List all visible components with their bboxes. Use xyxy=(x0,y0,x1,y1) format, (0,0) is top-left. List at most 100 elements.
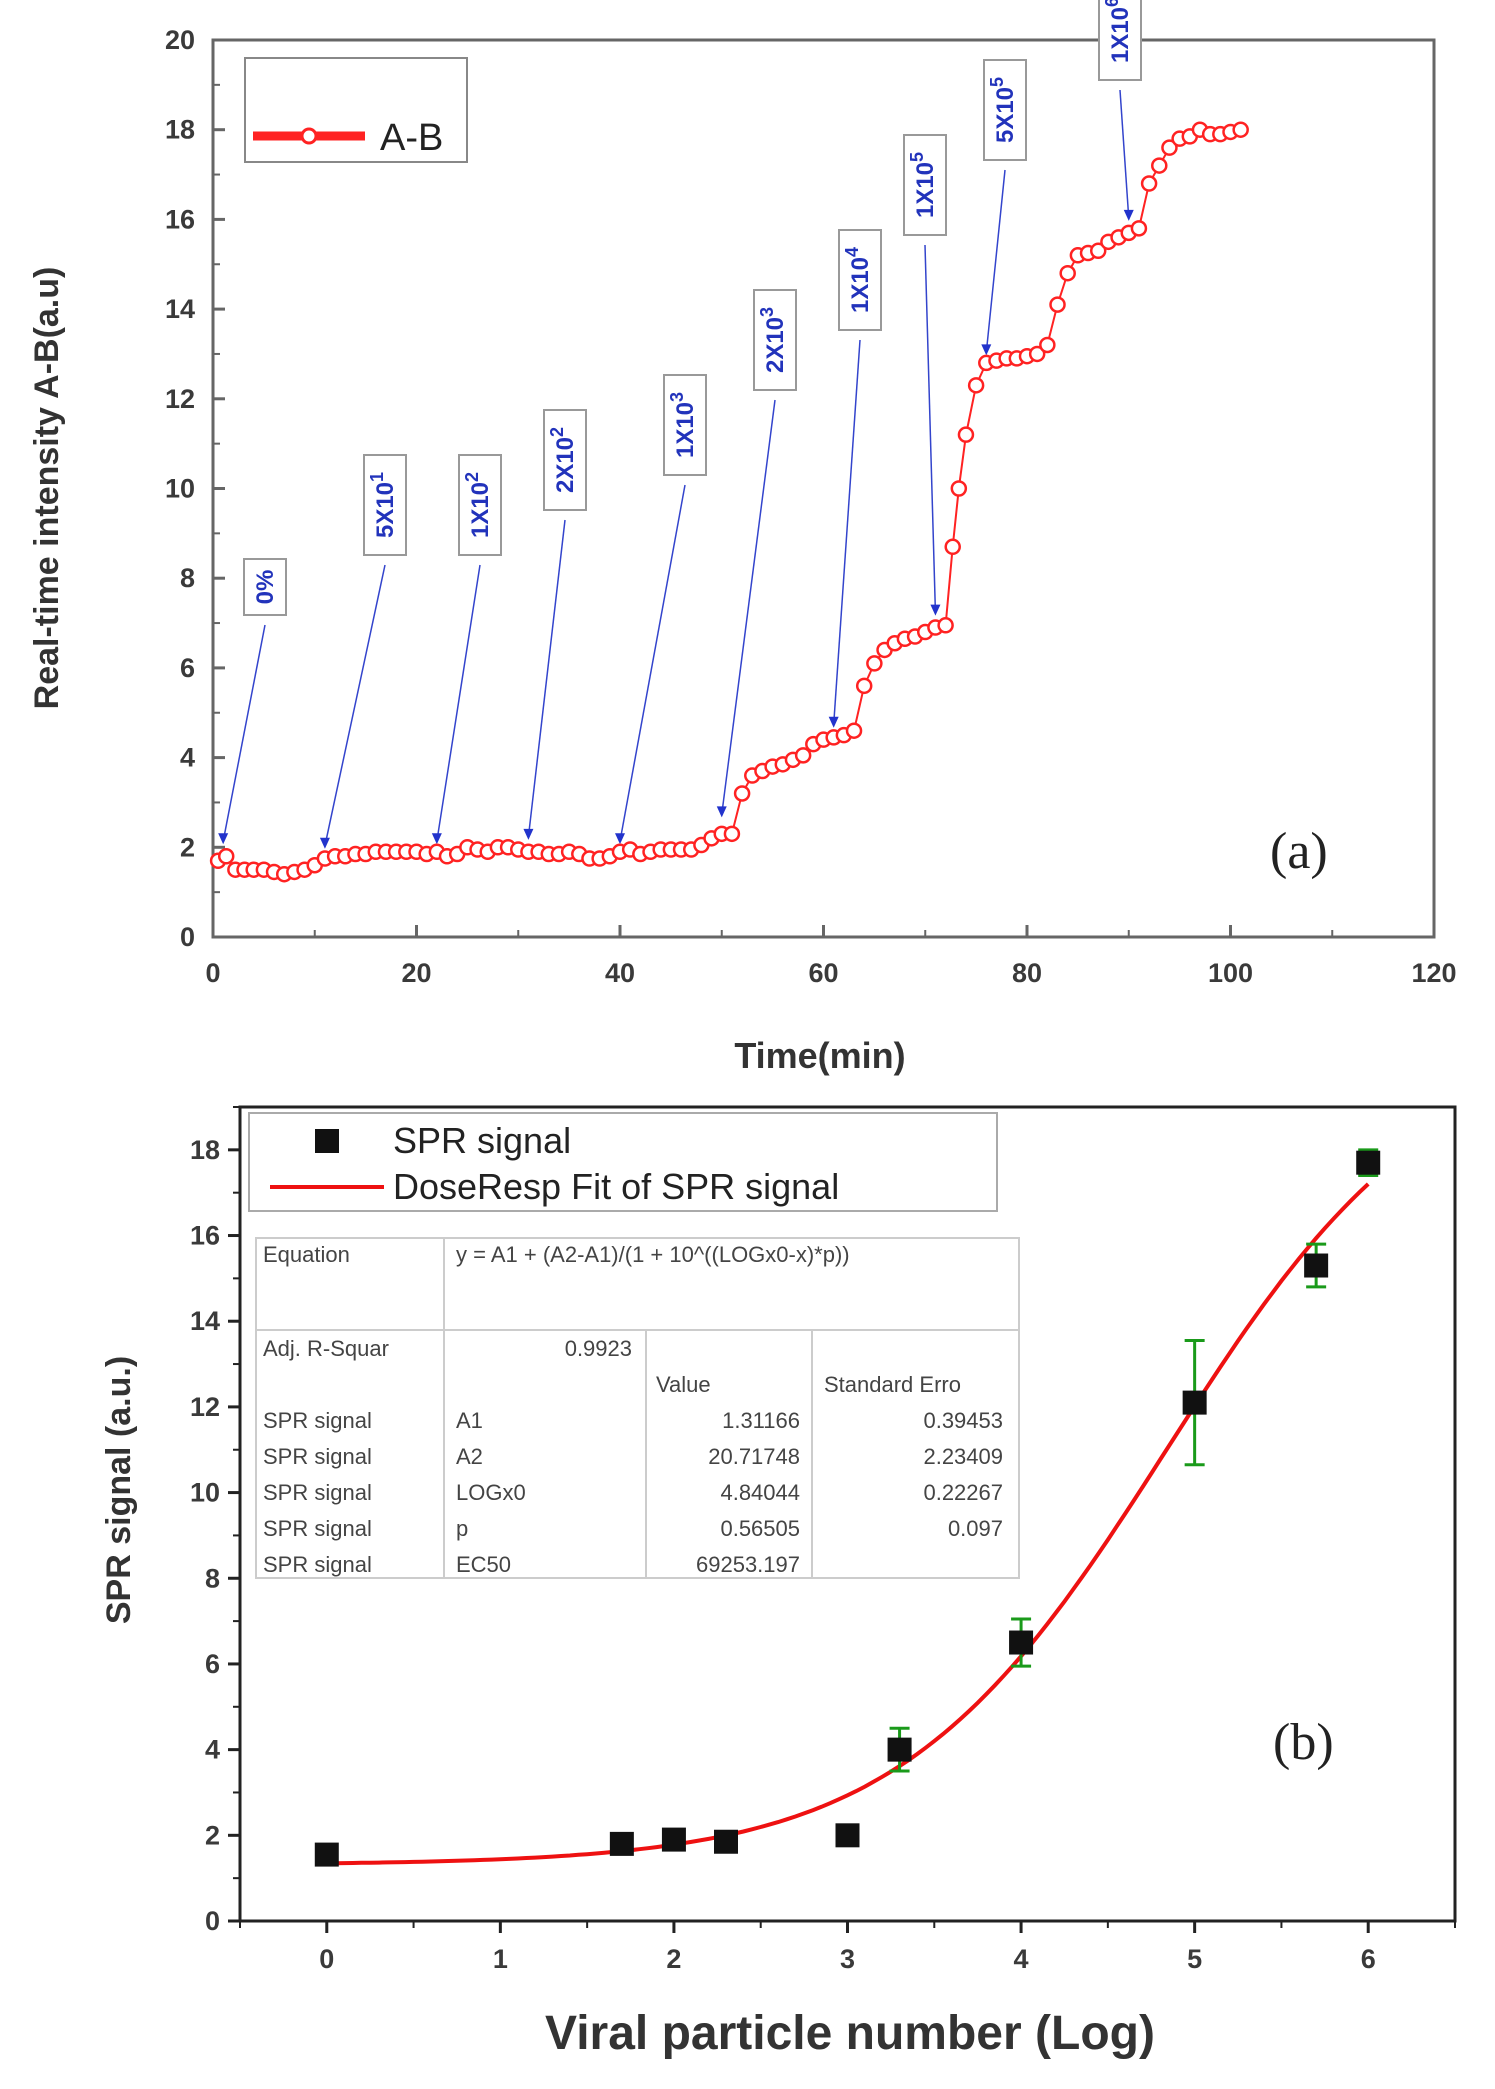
panel-b-x-axis-title: Viral particle number (Log) xyxy=(545,2007,1155,2060)
annotation-label: 5X101 xyxy=(367,472,399,538)
annotation-leader-line xyxy=(222,624,266,842)
data-point xyxy=(1161,139,1178,156)
data-point xyxy=(855,677,873,695)
annotation-label: 2X103 xyxy=(757,307,789,373)
fit-table-cell: 0.56505 xyxy=(720,1516,800,1541)
x-tick-label: 2 xyxy=(666,1944,681,1974)
y-tick-label: 14 xyxy=(165,294,195,324)
fit-table-rows: SPR signal A1 1.31166 0.39453 SPR signal A2 20… xyxy=(263,1408,1003,1577)
y-tick-label: 16 xyxy=(165,204,195,234)
annotation-leader-line xyxy=(1119,89,1130,218)
annotation-arrowhead xyxy=(218,833,229,845)
fit-table-box xyxy=(255,1237,1020,1579)
data-point xyxy=(967,377,985,394)
annotation-callout: 0% xyxy=(218,558,287,845)
data-point xyxy=(845,722,863,739)
data-point xyxy=(1059,264,1076,282)
annotation-box xyxy=(543,409,587,511)
y-tick-label: 8 xyxy=(180,563,195,593)
y-tick-label: 6 xyxy=(205,1649,220,1679)
panel-a-legend-label: A-B xyxy=(380,117,443,159)
y-tick-label: 0 xyxy=(180,922,195,952)
x-tick-label: 3 xyxy=(840,1944,855,1974)
annotation-callout: 1X104 xyxy=(828,229,882,728)
fit-table-cell: A2 xyxy=(456,1444,483,1469)
annotation-callout: 2X102 xyxy=(523,409,587,840)
y-tick-label: 18 xyxy=(190,1135,220,1165)
y-tick-label: 6 xyxy=(180,653,195,683)
annotation-arrowhead xyxy=(828,716,839,728)
annotation-callout: 5X105 xyxy=(981,59,1027,356)
y-tick-label: 12 xyxy=(190,1392,220,1422)
annotation-arrowhead xyxy=(431,833,442,845)
data-point xyxy=(944,538,961,556)
annotation-box xyxy=(243,558,287,616)
x-tick-label: 1 xyxy=(493,1944,508,1974)
data-point xyxy=(661,1827,686,1852)
data-point xyxy=(1049,296,1066,313)
panel-a-annotations: 0% 5X101 1X102 2X102 1X103 2X103 1X104 1X105 5X1… xyxy=(218,0,1142,849)
data-point xyxy=(794,747,812,764)
fit-table-value-header: Value xyxy=(656,1372,711,1397)
fit-table-equation: y = A1 + (A2-A1)/(1 + 10^((LOGx0-x)*p)) xyxy=(456,1242,850,1267)
data-point xyxy=(1151,157,1168,174)
data-point xyxy=(1130,220,1148,237)
fit-table-cell: SPR signal xyxy=(263,1552,372,1577)
annotation-leader-line xyxy=(832,339,861,725)
annotation-label: 1X103 xyxy=(667,392,699,458)
x-tick-label: 80 xyxy=(1012,958,1042,988)
data-point xyxy=(723,825,741,843)
fit-table-equation-label: Equation xyxy=(263,1242,350,1267)
annotation-label: 1X104 xyxy=(842,247,874,313)
annotation-leader-line xyxy=(985,169,1006,353)
annotation-box xyxy=(663,374,707,476)
data-point xyxy=(1182,1390,1207,1415)
annotation-leader-line xyxy=(619,484,686,842)
panel-a-ticks: 0 20 40 60 80 100 120 0 2 4 6 8 10 12 14 16 18 20 xyxy=(165,25,1457,988)
data-point xyxy=(1028,345,1046,363)
fit-table-cell: SPR signal xyxy=(263,1516,372,1541)
x-tick-label: 60 xyxy=(808,958,838,988)
data-point xyxy=(937,617,954,634)
data-point xyxy=(866,655,883,672)
annotation-label: 2X102 xyxy=(547,427,579,493)
annotation-leader-line xyxy=(436,564,481,842)
fit-table-cell: 0.097 xyxy=(948,1516,1003,1541)
annotation-label: 1X106 xyxy=(1102,0,1134,63)
panel-b-legend-box xyxy=(248,1112,998,1212)
annotation-box xyxy=(363,454,407,556)
panel-b-legend-marker xyxy=(315,1129,339,1153)
data-point xyxy=(733,785,751,802)
panel-a-label: (a) xyxy=(1270,823,1328,880)
fit-table-cell: SPR signal xyxy=(263,1444,372,1469)
fit-table-cell: 0.22267 xyxy=(923,1480,1003,1505)
data-point xyxy=(835,1823,860,1848)
annotation-arrowhead xyxy=(319,837,330,849)
annotation-label: 0% xyxy=(252,570,279,605)
annotation-box xyxy=(903,134,947,236)
data-point xyxy=(217,848,235,865)
y-tick-label: 10 xyxy=(165,474,195,504)
x-tick-label: 100 xyxy=(1208,958,1253,988)
fit-table-cell: SPR signal xyxy=(263,1480,372,1505)
data-point xyxy=(1039,336,1056,354)
data-point xyxy=(887,1737,912,1762)
data-point xyxy=(314,1842,339,1867)
fit-table-cell: LOGx0 xyxy=(456,1480,526,1505)
annotation-leader-line xyxy=(527,519,566,837)
fit-table-r2-value: 0.9923 xyxy=(565,1336,632,1361)
y-tick-label: 20 xyxy=(165,25,195,55)
fit-table-cell: A1 xyxy=(456,1408,483,1433)
y-tick-label: 4 xyxy=(205,1735,220,1765)
annotation-leader-line xyxy=(324,564,386,846)
y-tick-label: 0 xyxy=(205,1906,220,1936)
data-point xyxy=(1232,121,1249,138)
annotation-arrowhead xyxy=(981,344,992,356)
annotation-leader-line xyxy=(924,244,937,613)
x-tick-label: 0 xyxy=(319,1944,334,1974)
annotation-box xyxy=(458,454,502,556)
data-point xyxy=(1089,242,1107,260)
panel-a-plot-frame xyxy=(211,38,1436,939)
annotation-label: 1X105 xyxy=(907,152,939,218)
